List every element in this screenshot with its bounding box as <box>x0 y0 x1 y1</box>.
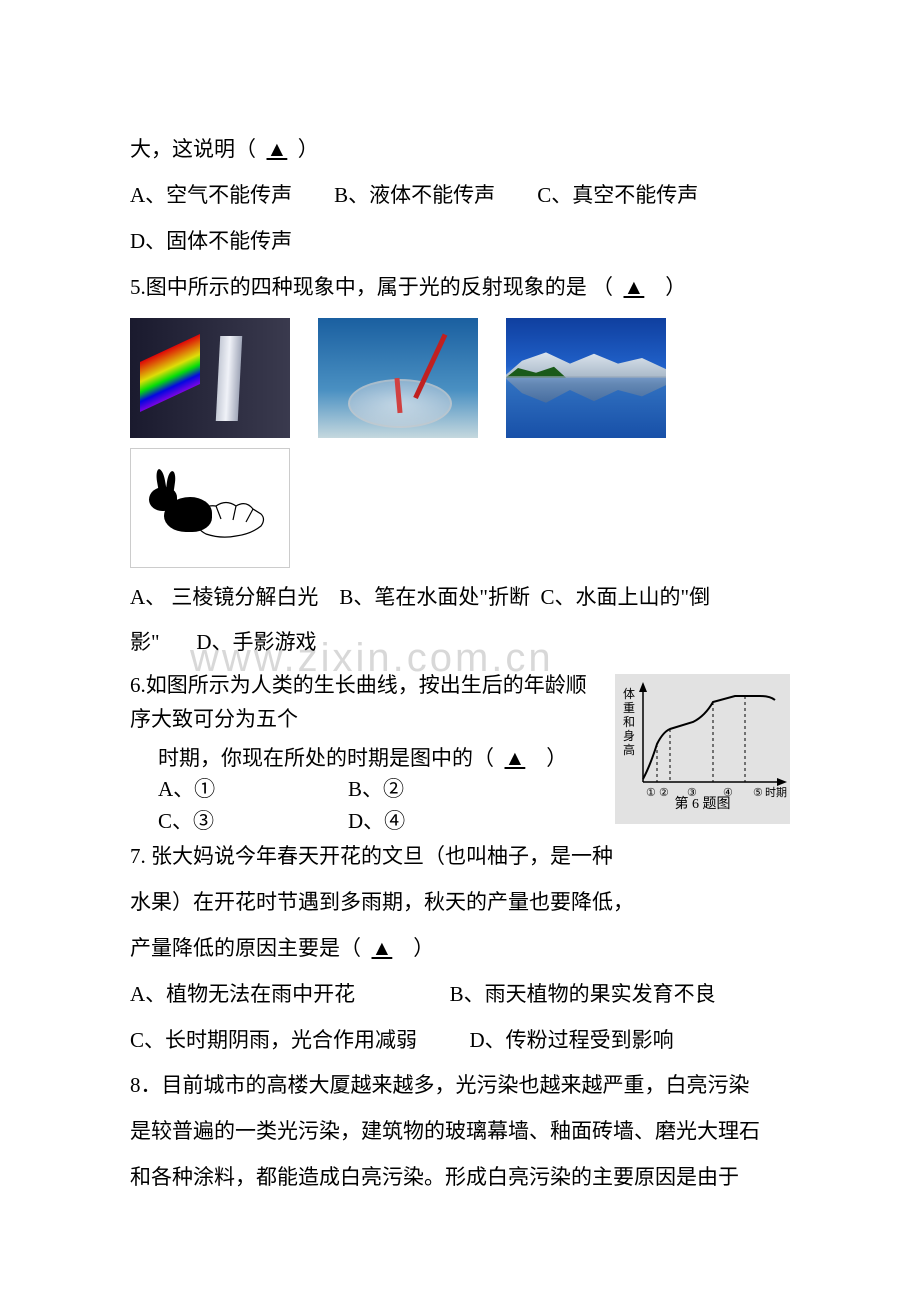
pencil-water-image <box>318 318 478 438</box>
q5-options-row1: A、 三棱镜分解白光 B、笔在水面处"折断 C、水面上山的"倒 <box>130 578 790 618</box>
q4-options-row1: A、空气不能传声 B、液体不能传声 C、真空不能传声 <box>130 176 790 216</box>
q7-line3: 产量降低的原因主要是（ ▲ ） <box>130 929 790 969</box>
q7-line2: 水果）在开花时节遇到多雨期，秋天的产量也要降低， <box>130 883 790 923</box>
q7-line3-text: 产量降低的原因主要是（ <box>130 936 361 960</box>
q6-marker: ▲ <box>505 746 526 770</box>
q8-line1: 8．目前城市的高楼大厦越来越多，光污染也越来越严重，白亮污染 <box>130 1066 790 1106</box>
q7-opts-row2: C、长时期阴雨，光合作用减弱 D、传粉过程受到影响 <box>130 1021 790 1061</box>
q6-C: C、③ <box>158 806 348 838</box>
q6-line2-text: 时期，你现在所处的时期是图中的（ <box>158 746 494 770</box>
q8-line2: 是较普遍的一类光污染，建筑物的玻璃幕墙、釉面砖墙、磨光大理石 <box>130 1112 790 1152</box>
q6-B: B、② <box>348 777 404 801</box>
chart-ylabel-2: 重 <box>623 701 635 715</box>
q7-close: ） <box>413 936 434 960</box>
q7-B: B、雨天植物的果实发育不良 <box>450 982 716 1006</box>
chart-ylabel-1: 体 <box>623 687 635 701</box>
q5-stem: 5.图中所示的四种现象中，属于光的反射现象的是 （ ▲ ） <box>130 268 790 308</box>
q7-C: C、长时期阴雨，光合作用减弱 <box>130 1028 417 1052</box>
chart-ylabel-3: 和 <box>623 715 635 729</box>
q5-close: ） <box>665 275 686 299</box>
q5-marker: ▲ <box>624 275 645 299</box>
mountain-reflection-image <box>506 318 666 438</box>
chart-caption: 第 6 题图 <box>615 792 790 819</box>
q5-images-row2 <box>130 448 790 568</box>
page-content: 大，这说明（ ▲ ） A、空气不能传声 B、液体不能传声 C、真空不能传声 D、… <box>130 130 790 1198</box>
q6-chart: 体 重 和 身 高 ① ② ③ ④ ⑤ 时期 第 6 题图 <box>615 674 790 824</box>
q4-cont: 大，这说明（ <box>130 137 256 161</box>
q4-C: C、真空不能传声 <box>537 183 698 207</box>
q5-B: B、笔在水面处"折断 <box>339 585 530 609</box>
mountain-foreground <box>506 366 566 378</box>
q5-A: A、 三棱镜分解白光 <box>130 585 318 609</box>
hand-shadow-image <box>130 448 290 568</box>
q4-B: B、液体不能传声 <box>334 183 495 207</box>
q7-marker: ▲ <box>372 936 393 960</box>
q7-opts-row1: A、植物无法在雨中开花 B、雨天植物的果实发育不良 <box>130 975 790 1015</box>
q5-images-row1 <box>130 318 790 438</box>
q7-A: A、植物无法在雨中开花 <box>130 982 355 1006</box>
q4-D: D、固体不能传声 <box>130 222 790 262</box>
q5-D: D、手影游戏 <box>196 630 316 654</box>
q4-A: A、空气不能传声 <box>130 183 292 207</box>
q8-line3: 和各种涂料，都能造成白亮污染。形成白亮污染的主要原因是由于 <box>130 1158 790 1198</box>
q6-A: A、① <box>158 774 348 806</box>
q5-options-row2: 影" D、手影游戏 <box>130 623 790 663</box>
q7-D: D、传粉过程受到影响 <box>470 1028 674 1052</box>
q6-close: ） <box>546 746 567 770</box>
hand-outline-icon <box>191 494 271 544</box>
q6-D: D、④ <box>348 809 405 833</box>
prism-image <box>130 318 290 438</box>
q4-marker: ▲ <box>267 137 288 161</box>
chart-ylabel-5: 高 <box>623 742 635 757</box>
q5-line2-start: 影" <box>130 630 160 654</box>
chart-ylabel-4: 身 <box>623 728 635 743</box>
q5-C: C、水面上山的"倒 <box>541 585 711 609</box>
q4-close: ） <box>298 137 319 161</box>
q5-stem-text: 5.图中所示的四种现象中，属于光的反射现象的是 （ <box>130 275 613 299</box>
q4-stem: 大，这说明（ ▲ ） <box>130 130 790 170</box>
q7-stem: 7. 张大妈说今年春天开花的文旦（也叫柚子，是一种 <box>130 837 790 877</box>
pencil-refracted <box>394 377 402 412</box>
